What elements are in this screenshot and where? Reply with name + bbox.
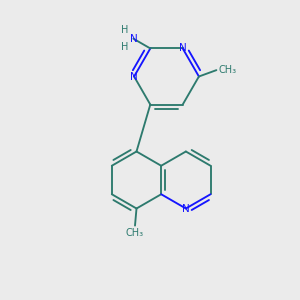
Text: CH₃: CH₃ [126,227,144,238]
Text: N: N [179,44,187,53]
Text: H: H [121,42,128,52]
Text: N: N [130,34,137,44]
Text: N: N [182,203,190,214]
Text: CH₃: CH₃ [219,65,237,75]
Text: N: N [130,71,138,82]
Text: H: H [121,25,128,35]
